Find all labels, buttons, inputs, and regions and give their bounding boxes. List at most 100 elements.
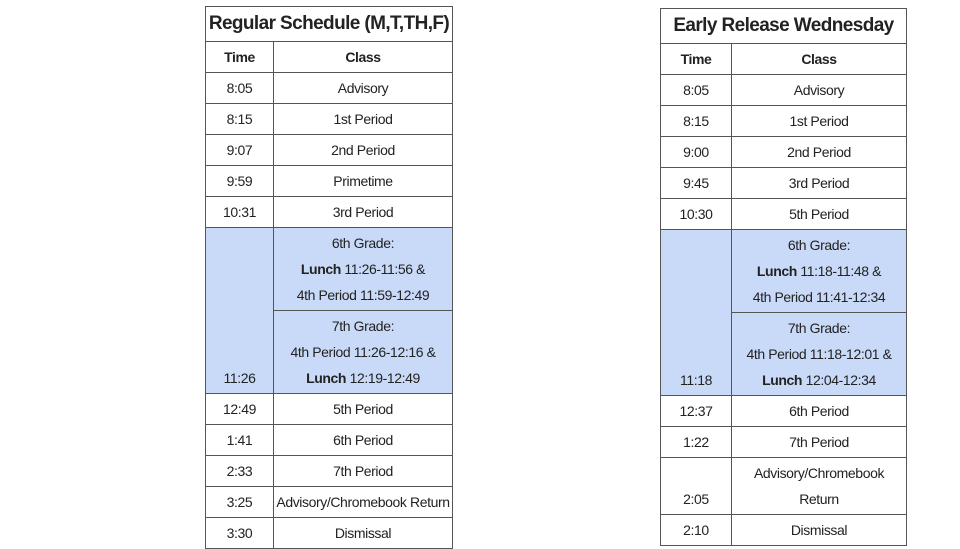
class-cell: 6th Grade: Lunch 11:18-11:48 & 4th Period …: [731, 229, 907, 313]
lunch-row: 7th Grade: 4th Period 11:26-12:16 & Lunch …: [206, 310, 453, 394]
lunch-row: 11:26 6th Grade: Lunch 11:26-11:56 & 4th Pe…: [205, 227, 453, 394]
schedule-row: 12:49 5th Period: [205, 393, 453, 425]
title-row: Early Release Wednesday: [660, 8, 907, 44]
time-cell: 2:33: [205, 455, 274, 487]
schedule-row: 3:30 Dismissal: [205, 517, 453, 549]
class-cell: 3rd Period: [273, 196, 453, 228]
bold-label: Lunch: [762, 372, 803, 388]
time-cell: 9:59: [205, 165, 274, 197]
schedule-row: 8:05 Advisory: [205, 72, 453, 104]
column-header: Time: [205, 41, 274, 73]
schedule-row: 8:15 1st Period: [205, 103, 453, 135]
schedule-row: 2:05 Advisory/Chromebook Return: [660, 457, 907, 515]
lunch-row: 7th Grade: 4th Period 11:18-12:01 & Lunch …: [661, 312, 907, 396]
schedule-row: 2:33 7th Period: [205, 455, 453, 487]
column-header: Class: [273, 41, 453, 73]
cell-line: 7th Grade:: [787, 320, 851, 336]
time-cell: 8:05: [205, 72, 274, 104]
time-cell: 1:22: [660, 426, 732, 458]
time-cell: 11:26: [205, 227, 274, 394]
line-text: 12:04-12:34: [805, 372, 877, 388]
class-cell: Advisory: [731, 74, 907, 106]
time-cell: 9:07: [205, 134, 274, 166]
class-cell: Advisory: [273, 72, 453, 104]
class-cell: Dismissal: [273, 517, 453, 549]
time-cell: 12:49: [205, 393, 274, 425]
title-row: Regular Schedule (M,T,TH,F): [205, 6, 453, 42]
class-cell: 7th Grade: 4th Period 11:18-12:01 & Lunch …: [731, 312, 907, 396]
time-cell: 8:15: [660, 105, 732, 137]
class-cell: Primetime: [273, 165, 453, 197]
class-cell: Advisory/Chromebook Return: [731, 457, 907, 515]
class-cell: 5th Period: [731, 198, 907, 230]
time-cell: 9:00: [660, 136, 732, 168]
time-cell: 9:45: [660, 167, 732, 199]
time-cell: 3:25: [205, 486, 274, 518]
class-cell: 3rd Period: [731, 167, 907, 199]
time-cell: 11:18: [660, 229, 732, 396]
time-cell: 3:30: [205, 517, 274, 549]
schedule-row: 9:45 3rd Period: [660, 167, 907, 199]
schedule-row: 9:59 Primetime: [205, 165, 453, 197]
schedule-row: 1:41 6th Period: [205, 424, 453, 456]
header-row: Time Class: [660, 43, 907, 75]
time-cell: 2:05: [660, 457, 732, 515]
cell-line: 4th Period 11:41-12:34: [752, 289, 886, 305]
schedule-row: 8:05 Advisory: [660, 74, 907, 106]
cell-line: 6th Grade:: [331, 235, 395, 251]
bold-label: Lunch: [306, 370, 347, 386]
cell-line: 7th Grade:: [331, 318, 395, 334]
time-cell: 2:10: [660, 514, 732, 546]
cell-line: Advisory/Chromebook: [753, 465, 885, 481]
time-cell: 8:05: [660, 74, 732, 106]
cell-line: Lunch 12:19-12:49: [276, 365, 450, 391]
schedule-row: 12:37 6th Period: [660, 395, 907, 427]
cell-line: Lunch 11:26-11:56 &: [276, 256, 450, 282]
schedule-row: 9:00 2nd Period: [660, 136, 907, 168]
schedule-row: 3:25 Advisory/Chromebook Return: [205, 486, 453, 518]
time-cell: 12:37: [660, 395, 732, 427]
class-cell: 2nd Period: [273, 134, 453, 166]
class-cell: 1st Period: [731, 105, 907, 137]
line-text: 12:19-12:49: [349, 370, 421, 386]
class-cell: 6th Period: [273, 424, 453, 456]
class-cell: 7th Period: [273, 455, 453, 487]
bold-label: Lunch: [300, 261, 341, 277]
table-title: Early Release Wednesday: [660, 8, 907, 44]
lunch-row: 11:18 6th Grade: Lunch 11:18-11:48 & 4th Pe…: [660, 229, 907, 396]
time-cell: 1:41: [205, 424, 274, 456]
time-cell: 10:31: [205, 196, 274, 228]
schedule-row: 10:31 3rd Period: [205, 196, 453, 228]
cell-line: Return: [799, 491, 839, 507]
column-header: Class: [731, 43, 907, 75]
schedule-table: Regular Schedule (M,T,TH,F) Time Class 8:05…: [205, 6, 453, 549]
schedule-row: 2:10 Dismissal: [660, 514, 907, 546]
time-cell: 8:15: [205, 103, 274, 135]
bold-label: Lunch: [756, 263, 797, 279]
class-cell: Advisory/Chromebook Return: [273, 486, 453, 518]
table-title: Regular Schedule (M,T,TH,F): [205, 6, 453, 42]
schedule-table: Early Release Wednesday Time Class 8:05 Advi…: [660, 8, 907, 546]
cell-line: 4th Period 11:26-12:16 &: [290, 344, 436, 360]
cell-line: Lunch 12:04-12:34: [734, 367, 904, 393]
column-header: Time: [660, 43, 732, 75]
line-text: 11:18-11:48 &: [800, 263, 882, 279]
schedule-row: 10:30 5th Period: [660, 198, 907, 230]
cell-line: Lunch 11:18-11:48 &: [734, 258, 904, 284]
time-cell: 10:30: [660, 198, 732, 230]
class-cell: 1st Period: [273, 103, 453, 135]
class-cell: 7th Period: [731, 426, 907, 458]
class-cell: 2nd Period: [731, 136, 907, 168]
class-cell: 6th Grade: Lunch 11:26-11:56 & 4th Period …: [273, 227, 453, 311]
cell-line: 4th Period 11:59-12:49: [296, 287, 430, 303]
class-cell: 5th Period: [273, 393, 453, 425]
line-text: 11:26-11:56 &: [344, 261, 426, 277]
header-row: Time Class: [205, 41, 453, 73]
cell-line: 4th Period 11:18-12:01 &: [746, 346, 892, 362]
schedule-row: 1:22 7th Period: [660, 426, 907, 458]
class-cell: 7th Grade: 4th Period 11:26-12:16 & Lunch …: [273, 310, 453, 394]
cell-line: 6th Grade:: [787, 237, 851, 253]
class-cell: 6th Period: [731, 395, 907, 427]
schedule-row: 9:07 2nd Period: [205, 134, 453, 166]
